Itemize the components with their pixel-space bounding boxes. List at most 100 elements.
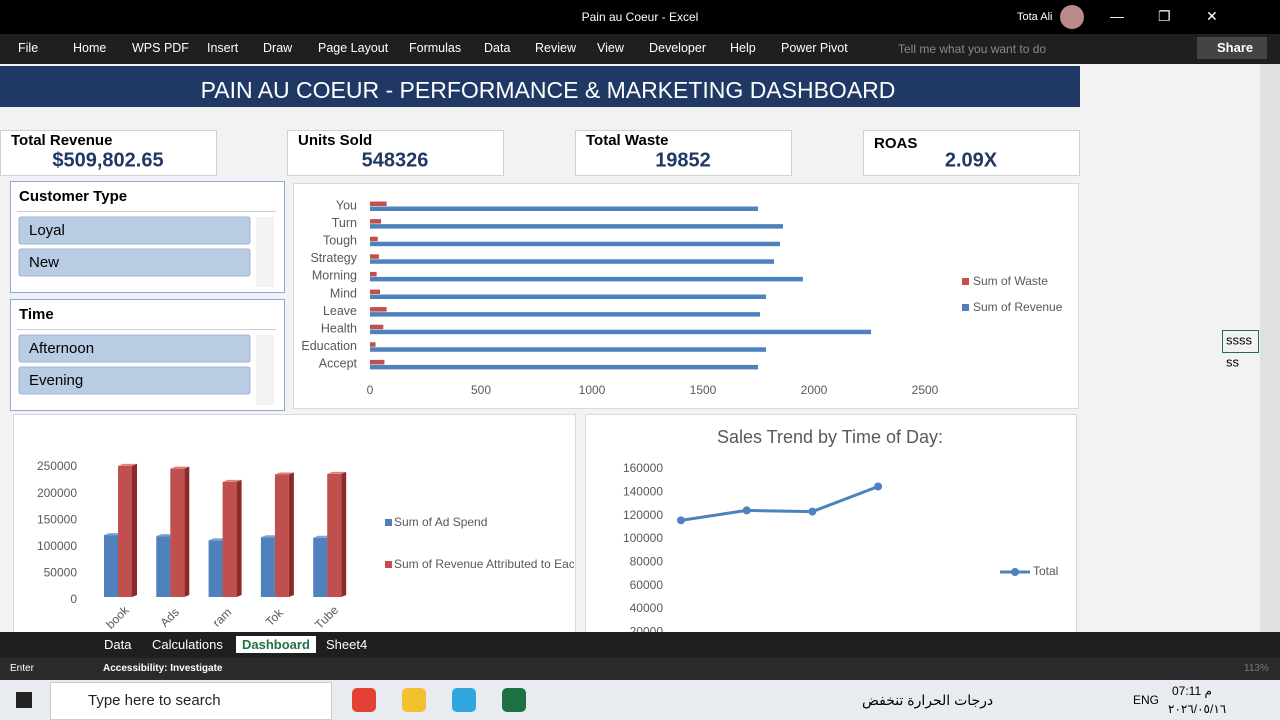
- bar: [370, 342, 376, 347]
- bar-side: [132, 463, 137, 597]
- bar: [370, 271, 377, 277]
- ribbon: [0, 34, 1280, 64]
- bar: [170, 468, 185, 597]
- legend-marker: [1011, 568, 1019, 576]
- user-avatar: [1060, 5, 1084, 29]
- bar: [274, 474, 289, 597]
- share-button[interactable]: Share: [1197, 37, 1267, 59]
- x-tick-label: 500: [471, 383, 491, 397]
- cell-text: ssss: [1226, 332, 1253, 347]
- bar: [327, 473, 342, 597]
- y-tick-label: 50000: [44, 566, 78, 580]
- y-tick-label: 120000: [623, 508, 663, 522]
- y-tick-label: Health: [321, 321, 357, 335]
- legend-label: Sum of Ad Spend: [394, 515, 488, 529]
- zoom-level[interactable]: 113%: [1244, 663, 1269, 674]
- y-tick-label: Tough: [323, 233, 357, 247]
- y-tick-label: Strategy: [310, 251, 357, 265]
- legend-label: Sum of Waste: [973, 274, 1048, 288]
- bar: [370, 206, 759, 211]
- ribbon-tab[interactable]: Page Layout: [318, 41, 389, 55]
- bar-top: [274, 472, 294, 475]
- slicer-scroll: [256, 217, 274, 287]
- scrollbar[interactable]: [1260, 64, 1280, 632]
- legend-label: Sum of Revenue Attributed to Each Campai…: [394, 557, 574, 571]
- slicer-item[interactable]: [18, 334, 251, 363]
- bar: [208, 540, 223, 597]
- point: [808, 507, 817, 516]
- x-tick-label: 2500: [912, 383, 939, 397]
- bar: [370, 224, 783, 229]
- taskbar-app[interactable]: [502, 688, 526, 712]
- ribbon-tab[interactable]: Home: [73, 41, 107, 55]
- bar: [118, 465, 132, 597]
- window-control[interactable]: ✕: [1206, 8, 1218, 24]
- legend-swatch: [962, 278, 969, 285]
- y-tick-label: You: [336, 198, 357, 212]
- bar-side: [184, 466, 190, 597]
- bar: [370, 219, 382, 224]
- point: [677, 516, 685, 525]
- kpi-label: ROAS: [874, 135, 917, 152]
- ribbon-tab[interactable]: WPS PDF: [132, 41, 189, 55]
- kpi-card: [287, 130, 504, 176]
- slicer-item-label: Afternoon: [29, 340, 94, 357]
- legend-swatch: [385, 519, 392, 526]
- sheet-tab[interactable]: Calculations: [152, 637, 223, 652]
- slicer-item[interactable]: [18, 366, 251, 395]
- bar-side: [288, 472, 294, 597]
- legend-swatch: [962, 304, 969, 311]
- y-tick-label: Accept: [319, 357, 358, 371]
- y-tick-label: Leave: [323, 304, 357, 318]
- kpi-label: Units Sold: [298, 132, 372, 149]
- y-tick-label: Turn: [332, 216, 357, 230]
- sheet-tab[interactable]: Data: [104, 637, 132, 652]
- window-control[interactable]: ❐: [1158, 8, 1171, 24]
- taskbar-app[interactable]: [402, 688, 426, 712]
- bar: [222, 481, 237, 597]
- window-control[interactable]: —: [1110, 8, 1124, 24]
- bar: [370, 241, 781, 247]
- slicer-item-label: New: [29, 254, 59, 271]
- kpi-label: Total Waste: [586, 132, 669, 149]
- ribbon-tab[interactable]: Data: [484, 41, 511, 55]
- y-tick-label: 200000: [37, 486, 77, 500]
- ribbon-tab[interactable]: View: [597, 41, 624, 55]
- accessibility[interactable]: Accessibility: Investigate: [103, 663, 223, 674]
- bar-top: [118, 463, 137, 466]
- slicer-item-label: Loyal: [29, 222, 65, 239]
- ribbon-tab[interactable]: File: [18, 41, 39, 55]
- bar: [370, 324, 384, 330]
- slicer-item[interactable]: [18, 216, 251, 245]
- slicer-scroll: [256, 335, 274, 405]
- slicer-item[interactable]: [18, 248, 251, 277]
- ribbon-tab[interactable]: Draw: [263, 41, 293, 55]
- ribbon-tab[interactable]: Developer: [649, 41, 706, 55]
- bar-side: [236, 479, 242, 597]
- bar-top: [327, 471, 347, 474]
- taskbar-app[interactable]: [452, 688, 476, 712]
- ribbon-tab[interactable]: Review: [535, 41, 576, 55]
- sheet-tab[interactable]: Dashboard: [236, 636, 316, 653]
- bar: [370, 312, 761, 317]
- bar: [370, 347, 767, 352]
- ribbon-tab[interactable]: Power Pivot: [781, 41, 848, 55]
- sheet: PAIN AU COEUR - PERFORMANCE & MARKETING …: [0, 64, 1260, 632]
- legend-box: Sum of Revenue Attributed to Each Campai…: [394, 557, 574, 571]
- point: [874, 482, 883, 491]
- active-cell: [1222, 330, 1259, 353]
- clock-time: 07:11 م: [1172, 684, 1212, 698]
- bar: [156, 536, 171, 597]
- tell-me[interactable]: Tell me what you want to do: [898, 42, 1047, 56]
- clock-date: ٢٠٢٦/٠٥/١٦: [1168, 702, 1227, 716]
- bar: [370, 307, 387, 312]
- sheet-tab[interactable]: Sheet4: [326, 637, 368, 652]
- start-button[interactable]: [16, 692, 32, 708]
- kpi-value: 19852: [655, 149, 711, 171]
- taskbar-app[interactable]: [352, 688, 376, 712]
- ribbon-tab[interactable]: Formulas: [409, 41, 462, 55]
- ribbon-tab[interactable]: Insert: [207, 41, 239, 55]
- cell-text: ss: [1226, 354, 1240, 369]
- ribbon-tab[interactable]: Help: [730, 41, 756, 55]
